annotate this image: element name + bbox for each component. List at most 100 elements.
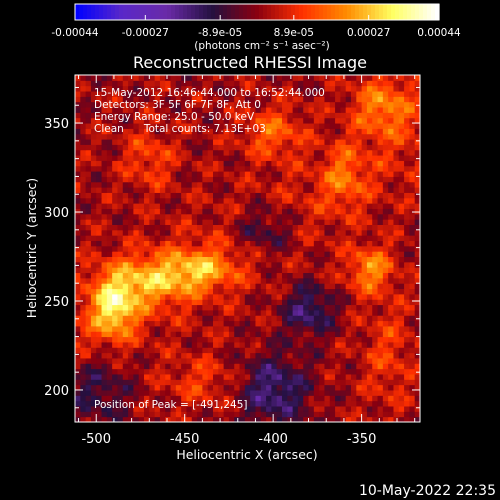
heatmap-cell <box>303 331 310 338</box>
heatmap-cell <box>329 123 336 129</box>
heatmap-cell <box>393 117 400 124</box>
heatmap-cell <box>271 240 278 247</box>
heatmap-cell <box>144 85 150 92</box>
heatmap-cell <box>398 405 405 412</box>
heatmap-cell <box>377 363 384 370</box>
heatmap-cell <box>165 331 172 338</box>
heatmap-cell <box>122 384 129 391</box>
colorbar-cell <box>123 4 128 20</box>
heatmap-cell <box>159 379 166 386</box>
heatmap-cell <box>303 379 310 386</box>
heatmap-cell <box>292 155 299 161</box>
heatmap-cell <box>340 187 347 193</box>
heatmap-cell <box>191 411 198 418</box>
heatmap-cell <box>308 181 315 188</box>
heatmap-cell <box>303 139 310 145</box>
heatmap-cell <box>234 320 241 327</box>
heatmap-cell <box>218 229 225 236</box>
heatmap-cell <box>345 213 352 220</box>
heatmap-cell <box>223 181 230 188</box>
heatmap-cell <box>144 117 150 124</box>
heatmap-cell <box>144 363 150 370</box>
heatmap-cell <box>292 213 299 220</box>
heatmap-cell <box>361 107 368 113</box>
heatmap-cell <box>329 293 336 300</box>
heatmap-cell <box>377 288 384 295</box>
heatmap-cell <box>276 309 283 316</box>
heatmap-cell <box>260 112 267 119</box>
heatmap-cell <box>292 288 299 295</box>
heatmap-cell <box>149 139 156 145</box>
heatmap-cell <box>159 331 166 338</box>
heatmap-cell <box>366 133 373 140</box>
heatmap-cell <box>292 373 299 380</box>
heatmap-cell <box>351 405 357 412</box>
heatmap-cell <box>202 368 209 375</box>
heatmap-cell <box>308 288 315 295</box>
heatmap-cell <box>197 400 203 407</box>
heatmap-cell <box>351 91 357 97</box>
heatmap-cell <box>366 304 373 311</box>
heatmap-cell <box>144 235 150 241</box>
heatmap-cell <box>297 192 304 199</box>
colorbar-cell <box>355 4 360 20</box>
colorbar-cell <box>371 4 376 20</box>
heatmap-cell <box>366 176 373 183</box>
heatmap-cell <box>101 123 108 129</box>
heatmap-cell <box>345 229 352 236</box>
heatmap-cell <box>234 283 241 290</box>
heatmap-cell <box>297 251 304 258</box>
heatmap-cell <box>297 299 304 306</box>
heatmap-cell <box>404 112 410 119</box>
heatmap-cell <box>207 245 214 252</box>
heatmap-cell <box>197 341 203 348</box>
heatmap-cell <box>175 149 182 156</box>
heatmap-cell <box>228 341 235 348</box>
heatmap-cell <box>388 309 394 316</box>
heatmap-cell <box>398 251 405 258</box>
heatmap-cell <box>149 261 156 268</box>
heatmap-cell <box>271 341 278 348</box>
heatmap-cell <box>319 101 325 108</box>
heatmap-cell <box>303 363 310 370</box>
heatmap-cell <box>154 229 161 236</box>
heatmap-cell <box>329 75 336 81</box>
heatmap-cell <box>202 75 209 81</box>
heatmap-cell <box>244 96 251 103</box>
heatmap-cell <box>271 133 278 140</box>
heatmap-cell <box>266 261 272 268</box>
heatmap-cell <box>388 272 394 279</box>
heatmap-cell <box>181 395 187 402</box>
heatmap-cell <box>276 155 283 161</box>
heatmap-cell <box>313 229 320 236</box>
heatmap-cell <box>186 240 193 247</box>
heatmap-cell <box>128 235 134 241</box>
heatmap-cell <box>382 331 389 338</box>
heatmap-cell <box>276 379 283 386</box>
heatmap-cell <box>122 325 129 332</box>
heatmap-cell <box>170 325 177 332</box>
heatmap-cell <box>239 112 246 119</box>
heatmap-cell <box>197 368 203 375</box>
heatmap-cell <box>112 245 118 252</box>
heatmap-cell <box>101 331 108 338</box>
heatmap-cell <box>255 171 262 177</box>
heatmap-cell <box>366 256 373 263</box>
heatmap-cell <box>75 341 81 348</box>
heatmap-cell <box>186 411 193 418</box>
heatmap-cell <box>154 149 161 156</box>
heatmap-cell <box>414 331 421 338</box>
heatmap-cell <box>260 149 267 156</box>
heatmap-cell <box>324 75 331 81</box>
heatmap-cell <box>122 267 129 274</box>
heatmap-cell <box>85 293 92 300</box>
heatmap-cell <box>101 336 108 343</box>
heatmap-cell <box>409 384 416 391</box>
heatmap-cell <box>329 203 336 209</box>
heatmap-cell <box>260 181 267 188</box>
heatmap-cell <box>319 192 325 199</box>
heatmap-cell <box>223 229 230 236</box>
heatmap-cell <box>138 283 145 290</box>
heatmap-cell <box>207 283 214 290</box>
